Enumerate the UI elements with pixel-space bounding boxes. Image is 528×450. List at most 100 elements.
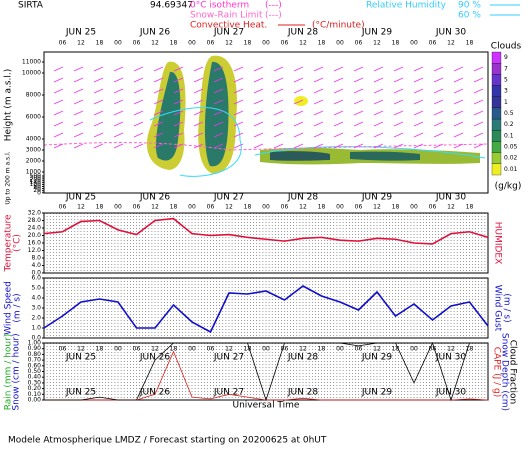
- wind-arrow: [133, 77, 144, 83]
- hour-label: 18: [244, 204, 252, 211]
- day-label: JUN 27: [213, 353, 244, 363]
- colorbar-label: 0.2: [504, 121, 514, 128]
- y-tick-label: 100: [30, 181, 42, 188]
- wind-arrow: [53, 110, 64, 116]
- wind-arrow: [233, 66, 244, 72]
- hour-label: 00: [114, 346, 122, 353]
- wind-arrow: [413, 88, 424, 94]
- wind-arrow: [393, 110, 404, 116]
- day-label: JUN 29: [361, 353, 393, 363]
- wind-arrow: [273, 99, 284, 105]
- hour-label: 06: [207, 204, 215, 211]
- wind-arrow: [213, 88, 224, 94]
- wind-arrow: [173, 88, 184, 94]
- hour-label: 18: [244, 346, 252, 353]
- wind-arrow: [273, 66, 284, 72]
- wind-arrow: [73, 121, 84, 127]
- hour-label: 06: [281, 204, 289, 211]
- wind-arrow: [193, 88, 204, 94]
- wind-arrow: [353, 121, 364, 127]
- wind-arrow: [293, 132, 304, 138]
- wind-arrow: [213, 143, 224, 149]
- wind-arrow: [233, 88, 244, 94]
- hour-label: 06: [281, 40, 289, 47]
- wind-arrow: [293, 143, 304, 149]
- hour-label: 18: [466, 346, 474, 353]
- y-tick-label: 8000: [26, 92, 41, 99]
- wind-arrow: [193, 77, 204, 83]
- hour-label: 18: [466, 40, 474, 47]
- wind-arrow: [333, 77, 344, 83]
- hour-label: 00: [336, 204, 344, 211]
- wind-arrow: [253, 121, 264, 127]
- wind-arrow: [213, 99, 224, 105]
- wind-arrow: [313, 99, 324, 105]
- wind-arrow: [133, 110, 144, 116]
- y2-axis-label: HUMIDEX: [493, 222, 503, 265]
- wind-arrow: [153, 99, 164, 105]
- hour-label: 18: [244, 40, 252, 47]
- hour-label: 18: [318, 204, 326, 211]
- y-tick-label: 1.0: [31, 325, 41, 332]
- hour-label: 00: [410, 346, 418, 353]
- y2-axis-depth: Snow Depth (cm): [500, 333, 510, 411]
- wind-arrow: [173, 143, 184, 149]
- wind-arrow: [433, 88, 444, 94]
- colorbar-cell: [491, 118, 502, 131]
- wind-arrow: [313, 88, 324, 94]
- hour-label: 00: [188, 204, 196, 211]
- hour-label: 12: [151, 204, 159, 211]
- hour-label: 18: [392, 204, 400, 211]
- wind-arrow: [413, 110, 424, 116]
- wind-arrow: [133, 66, 144, 72]
- wind-arrow: [153, 110, 164, 116]
- y-tick-label: 0.30: [28, 379, 42, 386]
- hour-label: 00: [336, 40, 344, 47]
- isotherm-symbol: (---): [265, 1, 282, 11]
- hour-label: 18: [318, 40, 326, 47]
- hour-label: 06: [355, 346, 363, 353]
- colorbar-label: 3: [504, 88, 508, 95]
- series-line: [43, 217, 489, 245]
- colorbar-cell: [491, 130, 502, 142]
- wind-arrow: [413, 121, 424, 127]
- hour-label: 12: [225, 40, 233, 47]
- wind-arrow: [313, 143, 324, 149]
- wind-arrow: [413, 77, 424, 83]
- cloud-field: [43, 55, 489, 177]
- wind-arrow: [93, 99, 104, 105]
- day-label: JUN 28: [287, 388, 319, 398]
- wind-arrow: [333, 121, 344, 127]
- wind-arrow: [53, 66, 64, 72]
- y-tick-label: 0.50: [28, 368, 42, 375]
- wind-arrow: [153, 88, 164, 94]
- wind-arrow: [93, 143, 104, 149]
- wind-arrow: [453, 88, 464, 94]
- wind-arrow: [213, 110, 224, 116]
- hour-label: 12: [447, 346, 455, 353]
- wind-arrow: [173, 99, 184, 105]
- hour-label: 18: [170, 40, 178, 47]
- wind-arrow: [473, 143, 484, 149]
- wind-arrow: [233, 99, 244, 105]
- day-label: JUN 30: [435, 193, 467, 203]
- wind-arrow: [73, 77, 84, 83]
- wind-arrow: [353, 110, 364, 116]
- wind-arrow: [373, 77, 384, 83]
- wind-arrow: [393, 121, 404, 127]
- y-tick-label: 20: [33, 187, 41, 194]
- wind-arrow: [353, 143, 364, 149]
- wind-arrow: [273, 121, 284, 127]
- y-axis-unit: (°C): [13, 234, 23, 252]
- hour-label: 12: [299, 40, 307, 47]
- wind-arrow: [93, 121, 104, 127]
- wind-arrow: [393, 143, 404, 149]
- wind-arrow: [473, 110, 484, 116]
- y-axis-label-2: Up to 200 m a.s.l.: [5, 151, 12, 204]
- wind-arrow: [253, 88, 264, 94]
- y-tick-label: 3.0: [31, 305, 41, 312]
- snow-rain-symbol: (---): [265, 11, 282, 21]
- wind-arrow: [113, 77, 124, 83]
- day-label: JUN 25: [65, 193, 96, 203]
